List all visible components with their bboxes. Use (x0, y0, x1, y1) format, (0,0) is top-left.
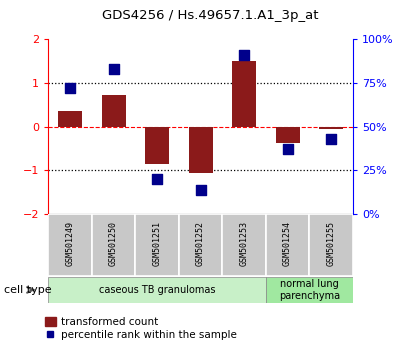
Legend: transformed count, percentile rank within the sample: transformed count, percentile rank withi… (45, 317, 236, 340)
Point (67, 85, 74, 91)
Bar (232, 61, 256, 127)
Point (197, 187, 204, 193)
Text: GDS4256 / Hs.49657.1.A1_3p_at: GDS4256 / Hs.49657.1.A1_3p_at (102, 9, 318, 22)
Bar (319, 127, 343, 129)
Bar (309, 214, 353, 276)
Bar (145, 127, 169, 164)
Point (154, 176, 160, 182)
Point (110, 66, 117, 72)
Bar (266, 277, 353, 303)
Text: normal lung
parenchyma: normal lung parenchyma (279, 279, 340, 301)
Bar (276, 127, 299, 143)
Text: GSM501251: GSM501251 (152, 221, 162, 267)
Text: GSM501255: GSM501255 (327, 221, 336, 267)
Bar (179, 214, 222, 276)
Point (284, 147, 291, 152)
Text: GSM501252: GSM501252 (196, 221, 205, 267)
Bar (58, 111, 82, 127)
Bar (102, 95, 126, 127)
Bar (48, 214, 92, 276)
Bar (92, 214, 135, 276)
Bar (135, 214, 179, 276)
Text: GSM501253: GSM501253 (239, 221, 249, 267)
Bar (266, 214, 309, 276)
Point (241, 52, 247, 58)
Text: cell type: cell type (4, 285, 52, 295)
Bar (189, 127, 213, 172)
Text: GSM501254: GSM501254 (283, 221, 292, 267)
Point (328, 136, 334, 142)
Bar (48, 277, 266, 303)
Text: GSM501250: GSM501250 (109, 221, 118, 267)
Text: caseous TB granulomas: caseous TB granulomas (99, 285, 215, 295)
Bar (222, 214, 266, 276)
Text: GSM501249: GSM501249 (66, 221, 75, 267)
